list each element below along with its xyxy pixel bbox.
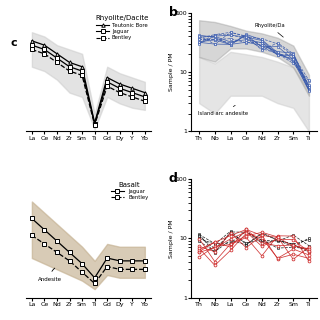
Text: d: d (169, 172, 178, 185)
Text: c: c (11, 38, 17, 48)
Text: b: b (169, 6, 178, 19)
Text: Rhyolite/Da: Rhyolite/Da (254, 23, 285, 37)
Legend: Teutonic Bore, Jaguar, Bentley: Teutonic Bore, Jaguar, Bentley (95, 15, 148, 40)
Y-axis label: Sample / PM: Sample / PM (169, 219, 174, 258)
Text: Island arc andesite: Island arc andesite (197, 105, 248, 116)
Legend: Jaguar, Bentley: Jaguar, Bentley (111, 181, 148, 200)
Y-axis label: Sample / PM: Sample / PM (169, 53, 174, 92)
Text: Andesite: Andesite (38, 268, 62, 282)
